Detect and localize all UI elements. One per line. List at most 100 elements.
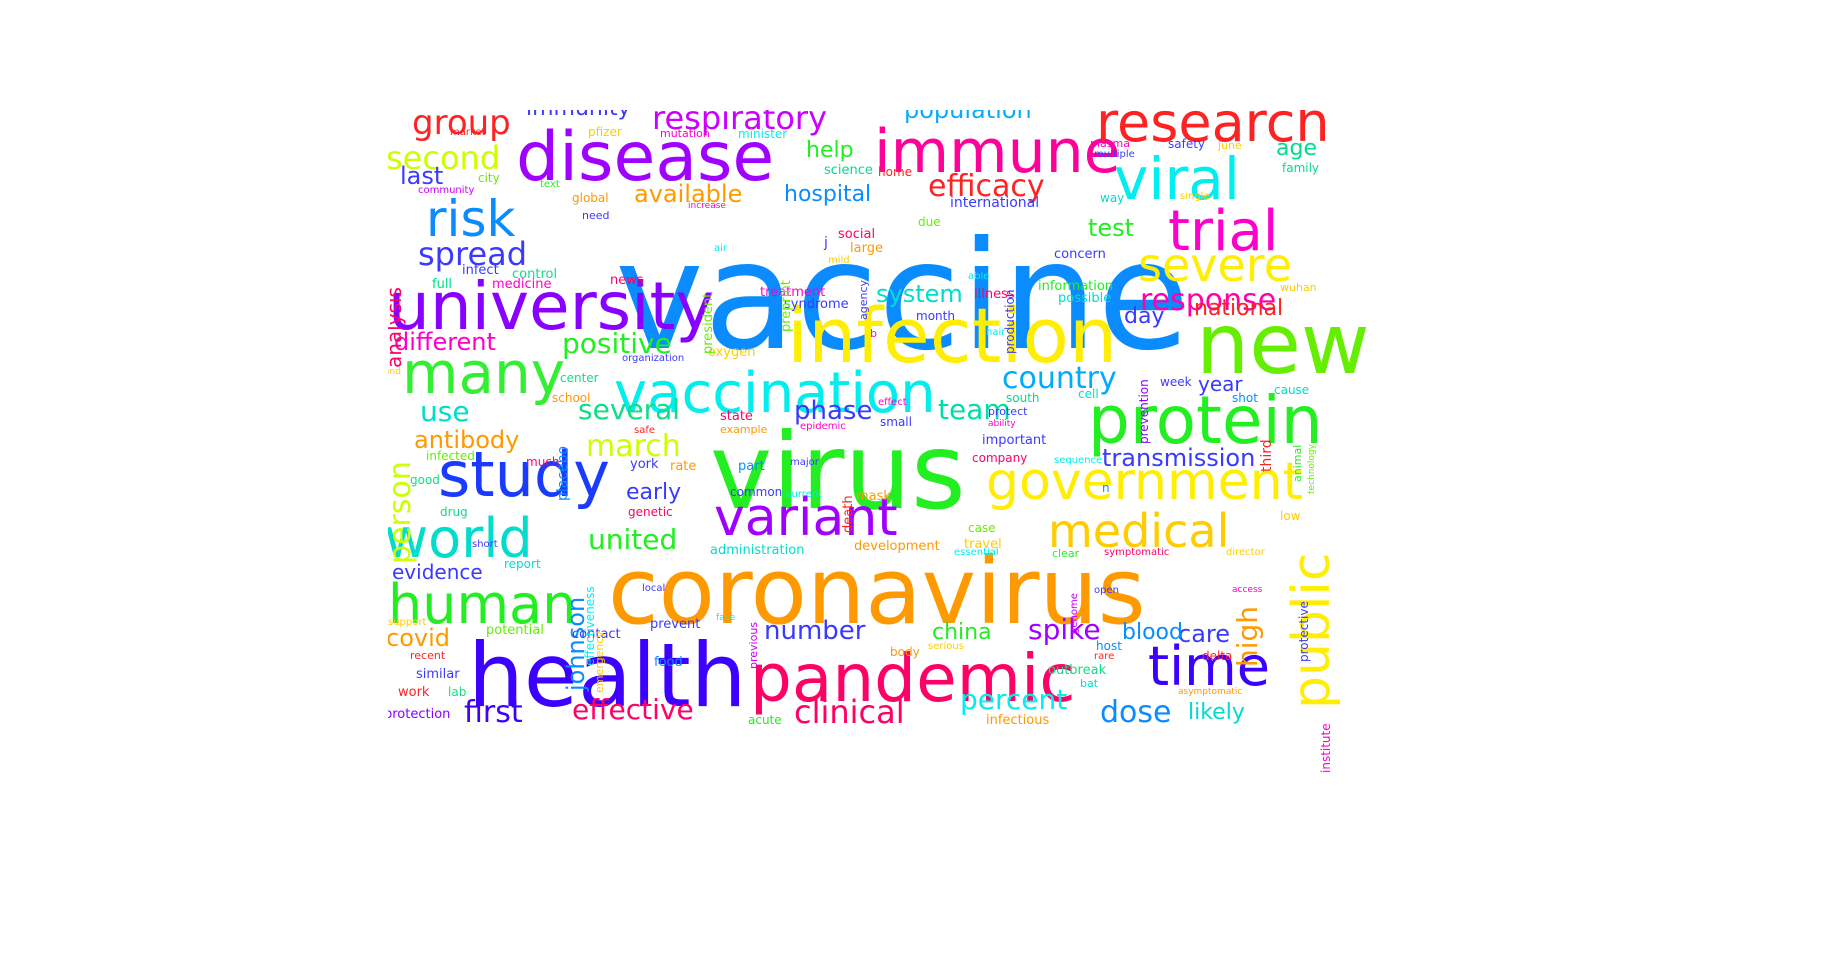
word-death: death [841, 495, 856, 533]
word-clinical: clinical [794, 693, 905, 731]
word-support: support [388, 617, 427, 628]
word-outbreak: outbreak [1048, 663, 1107, 678]
word-much: much [526, 455, 560, 469]
word-city: city [478, 171, 500, 185]
word-sequence: sequence [1054, 455, 1103, 466]
word-second: second [388, 139, 501, 177]
word-body: body [890, 645, 920, 659]
word-local: local [642, 583, 666, 594]
word-time: time [1148, 635, 1271, 698]
word-several: several [578, 393, 681, 426]
word-increase: increase [688, 201, 726, 211]
word-spread: spread [418, 235, 528, 273]
word-international: international [950, 195, 1040, 211]
word-likely: likely [1188, 700, 1245, 725]
word-b: b [870, 327, 877, 340]
word-low: low [1280, 509, 1301, 523]
word-phase: phase [794, 396, 873, 426]
word-march: march [586, 429, 681, 464]
word-national: national [1194, 296, 1284, 321]
word-protect: protect [988, 405, 1028, 418]
word-prevention: prevention [1137, 379, 1151, 444]
word-help: help [806, 138, 854, 163]
word-protein: protein [1088, 382, 1323, 459]
word-number: number [764, 616, 866, 646]
word-disease: disease [516, 118, 775, 197]
word-institute: institute [1319, 723, 1333, 773]
word-treatment: treatment [760, 285, 826, 300]
word-prevent: prevent [650, 617, 701, 632]
word-common: common [730, 485, 783, 499]
word-administration: administration [710, 543, 805, 558]
word-group: group [412, 110, 511, 143]
word-company: company [972, 451, 1028, 465]
word-severe: severe [1138, 238, 1292, 292]
word-shot: shot [1232, 391, 1258, 405]
word-preprint: preprint [779, 280, 794, 333]
word-rare: rare [1094, 651, 1115, 662]
word-small: small [880, 415, 912, 429]
word-cell: cell [1078, 387, 1099, 401]
word-essential: essential [954, 547, 999, 558]
word-risk: risk [426, 190, 516, 248]
word-air: air [714, 243, 728, 254]
word-part: part [738, 459, 765, 474]
word-serious: serious [928, 641, 964, 652]
word-dose: dose [1100, 695, 1172, 730]
word-host: host [1096, 639, 1122, 653]
word-way: way [1100, 191, 1125, 205]
word-president: president [701, 292, 716, 355]
word-vaccine: vaccine [615, 210, 1190, 384]
word-symptomatic: symptomatic [1104, 547, 1170, 558]
word-contact: contact [572, 627, 621, 642]
word-university: university [388, 268, 715, 345]
word-center: center [560, 371, 599, 385]
word-safe: safe [634, 425, 656, 436]
word-syndrome: syndrome [784, 297, 849, 312]
word-high: high [1231, 606, 1264, 668]
word-day: day [1124, 304, 1165, 329]
word-spike: spike [1028, 613, 1101, 646]
word-food: food [654, 655, 683, 670]
word-genome: genome [1069, 593, 1080, 634]
word-month: month [916, 309, 955, 323]
word-lab: lab [448, 685, 467, 699]
word-vaccination: vaccination [614, 361, 936, 426]
word-hair: hair [986, 327, 1006, 338]
word-mild: mild [828, 255, 850, 266]
word-wuhan: wuhan [1280, 281, 1317, 294]
word-large: large [850, 241, 883, 256]
word-acute: acute [748, 713, 782, 727]
word-team: team [938, 393, 1011, 426]
word-placebo: placebo [555, 445, 571, 501]
word-virus: virus [710, 411, 966, 533]
word-last: last [400, 162, 444, 190]
word-analysis: analysis [388, 287, 406, 368]
word-end: end [388, 367, 401, 377]
word-many: many [402, 339, 566, 407]
word-trial: trial [1168, 199, 1279, 264]
word-government: government [986, 452, 1304, 512]
word-research: research [1096, 110, 1330, 154]
word-different: different [394, 328, 496, 356]
word-rate: rate [670, 459, 697, 474]
word-public: public [1282, 552, 1342, 710]
word-short: short [472, 539, 498, 550]
word-evidence: evidence [392, 560, 483, 584]
word-n: n [1102, 481, 1110, 495]
word-emergency: emergency [593, 631, 606, 694]
word-drug: drug [440, 505, 468, 519]
word-current: current [786, 489, 823, 500]
word-animal: animal [1291, 444, 1304, 482]
word-system: system [876, 280, 963, 308]
word-home: home [878, 165, 913, 179]
word-multiple: multiple [1094, 149, 1135, 160]
word-previous: previous [747, 621, 760, 669]
word-care: care [1178, 620, 1231, 648]
word-health: health [468, 624, 747, 727]
word-test: test [1088, 214, 1135, 242]
word-south: south [1006, 391, 1040, 405]
word-social: social [838, 227, 876, 242]
word-clear: clear [1052, 547, 1080, 560]
word-human: human [388, 573, 577, 636]
